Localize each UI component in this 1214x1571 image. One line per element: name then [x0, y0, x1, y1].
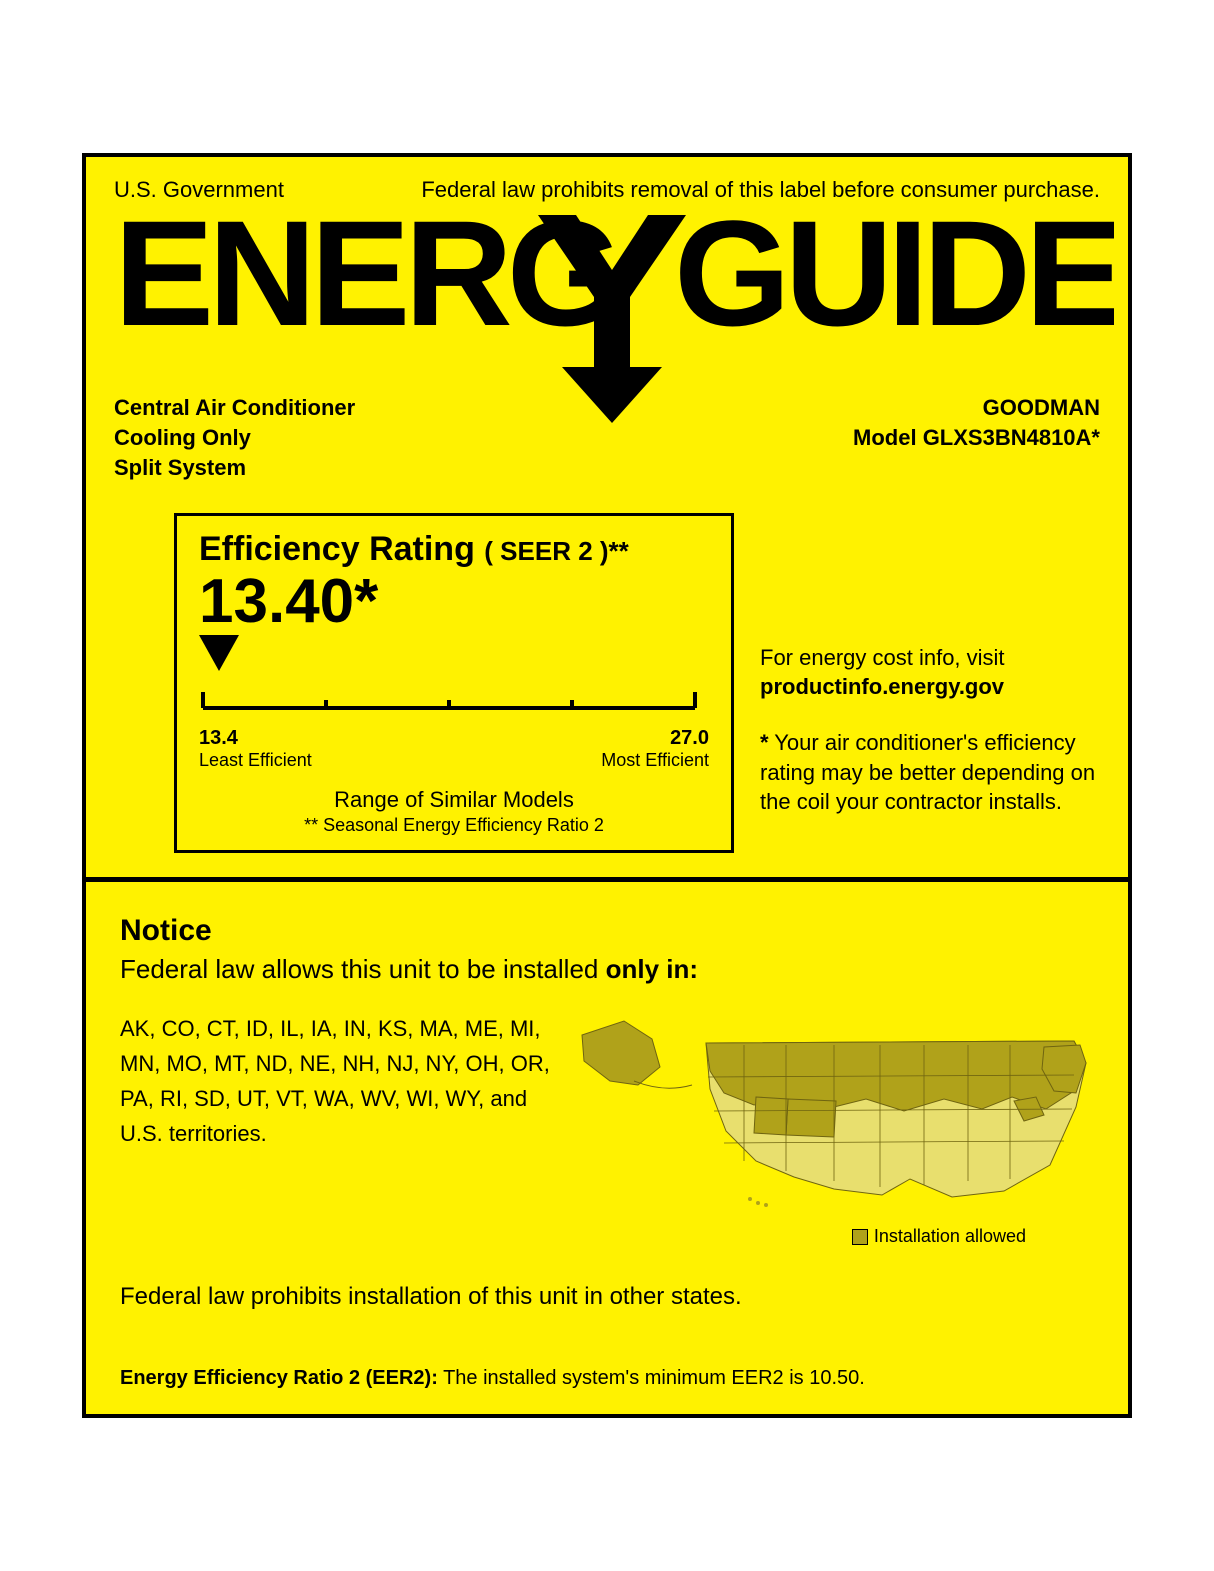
us-map-icon: [574, 1011, 1094, 1211]
rating-metric: ( SEER 2 )**: [484, 536, 629, 566]
model: Model GLXS3BN4810A*: [853, 423, 1100, 453]
brand: GOODMAN: [853, 393, 1100, 423]
notice-allows-prefix: Federal law allows this unit to be insta…: [120, 954, 606, 984]
eer-line: Energy Efficiency Ratio 2 (EER2): The in…: [120, 1367, 1094, 1390]
notice-heading: Notice: [120, 914, 1094, 948]
mid-row: Efficiency Rating ( SEER 2 )** 13.40*: [114, 513, 1100, 853]
notice-allows-line: Federal law allows this unit to be insta…: [120, 954, 1094, 985]
lower-section: Notice Federal law allows this unit to b…: [86, 882, 1128, 1414]
rating-pointer: [199, 635, 709, 676]
eer-text: The installed system's minimum EER2 is 1…: [443, 1367, 865, 1389]
upper-section: U.S. Government Federal law prohibits re…: [86, 157, 1128, 876]
info-panel: For energy cost info, visit productinfo.…: [760, 513, 1100, 817]
asterisk-text: Your air conditioner's efficiency rating…: [760, 730, 1095, 814]
rating-scale: 13.4 27.0 Least Efficient Most Efficient: [199, 686, 709, 771]
states-row: AK, CO, CT, ID, IL, IA, IN, KS, MA, ME, …: [120, 1011, 1094, 1247]
asterisk-symbol: *: [760, 730, 769, 755]
product-brand-model: GOODMAN Model GLXS3BN4810A*: [853, 393, 1100, 452]
product-type-line1: Central Air Conditioner: [114, 393, 355, 423]
notice-only-in: only in:: [606, 954, 698, 984]
removal-text: Federal law prohibits removal of this la…: [421, 177, 1100, 203]
cost-info-url: productinfo.energy.gov: [760, 674, 1004, 699]
allowed-states-list: AK, CO, CT, ID, IL, IA, IN, KS, MA, ME, …: [120, 1011, 550, 1152]
range-caption: Range of Similar Models: [199, 787, 709, 813]
product-type: Central Air Conditioner Cooling Only Spl…: [114, 393, 355, 482]
map-legend: Installation allowed: [558, 1226, 1094, 1247]
eer-label: Energy Efficiency Ratio 2 (EER2):: [120, 1367, 438, 1389]
svg-text:ENERG: ENERG: [114, 205, 617, 357]
energyguide-label: U.S. Government Federal law prohibits re…: [82, 153, 1132, 1417]
rating-title: Efficiency Rating: [199, 530, 475, 568]
metric-footnote: ** Seasonal Energy Efficiency Ratio 2: [199, 815, 709, 836]
scale-min-value: 13.4: [199, 727, 238, 750]
legend-swatch: [852, 1229, 868, 1245]
legend-text: Installation allowed: [874, 1226, 1026, 1246]
scale-labels: Least Efficient Most Efficient: [199, 750, 709, 771]
header-row: U.S. Government Federal law prohibits re…: [114, 177, 1100, 203]
energyguide-logo: ENERG GUIDE: [114, 205, 1100, 425]
scale-max-label: Most Efficient: [601, 750, 709, 771]
scale-values: 13.4 27.0: [199, 727, 709, 750]
prohibits-line: Federal law prohibits installation of th…: [120, 1283, 1094, 1311]
scale-min-label: Least Efficient: [199, 750, 312, 771]
cost-info: For energy cost info, visit productinfo.…: [760, 643, 1100, 702]
scale-max-value: 27.0: [670, 727, 709, 750]
rating-title-row: Efficiency Rating ( SEER 2 )**: [199, 530, 709, 569]
svg-text:GUIDE: GUIDE: [674, 205, 1114, 357]
rating-value: 13.40*: [199, 571, 709, 633]
product-type-line2: Cooling Only: [114, 423, 355, 453]
gov-text: U.S. Government: [114, 177, 284, 203]
product-type-line3: Split System: [114, 453, 355, 483]
asterisk-note: * Your air conditioner's efficiency rati…: [760, 728, 1100, 817]
efficiency-rating-box: Efficiency Rating ( SEER 2 )** 13.40*: [174, 513, 734, 853]
cost-info-text: For energy cost info, visit: [760, 645, 1005, 670]
us-map-column: Installation allowed: [558, 1011, 1094, 1247]
